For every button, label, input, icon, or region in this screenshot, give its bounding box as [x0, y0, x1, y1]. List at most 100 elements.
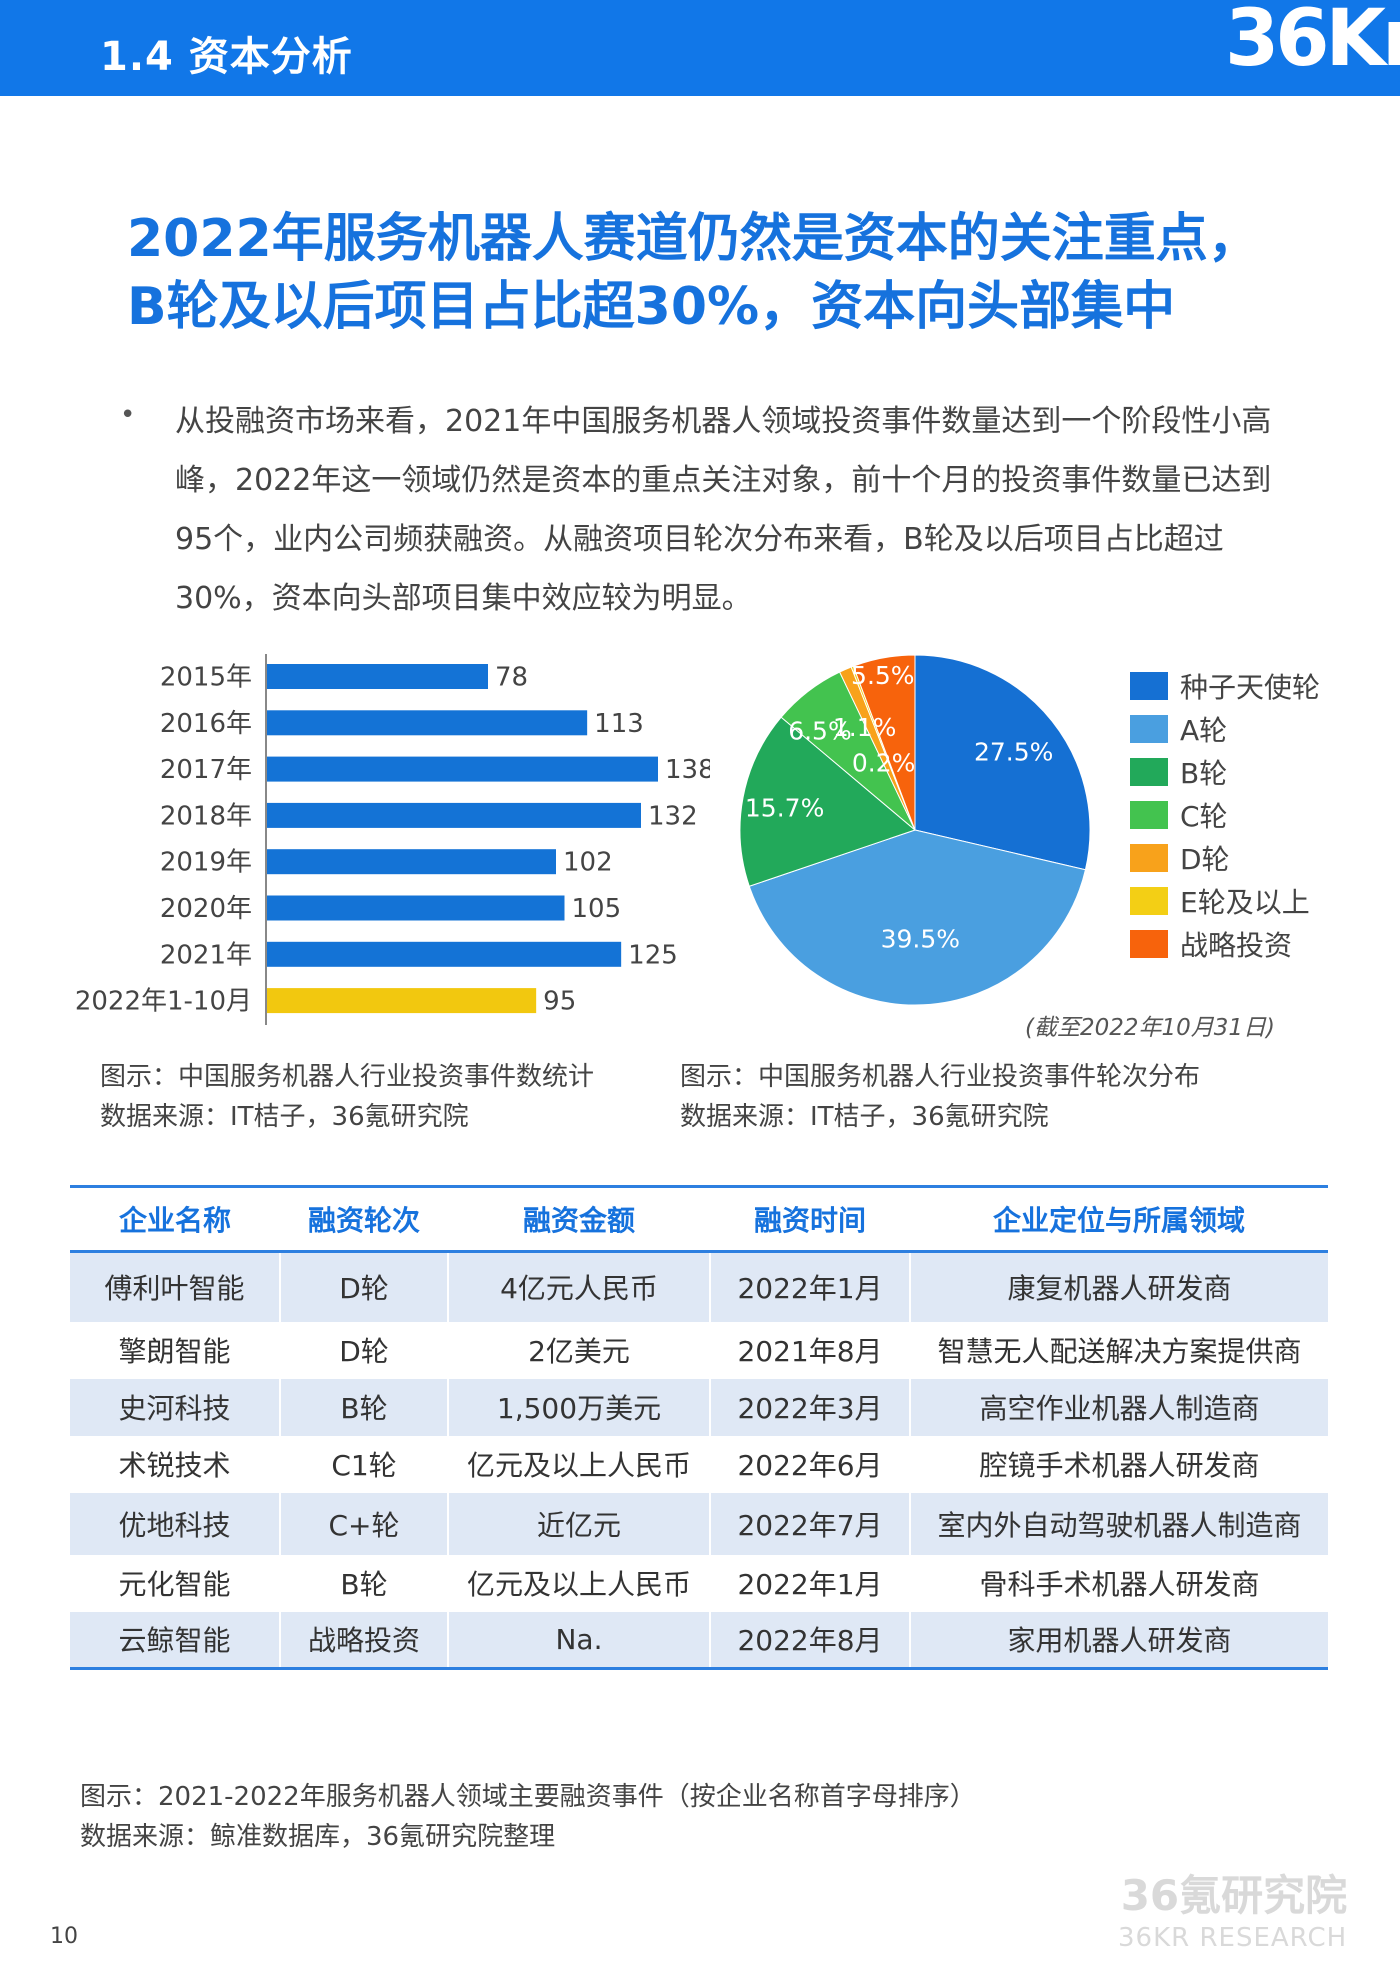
bar-category-label: 2019年 [160, 848, 252, 878]
pie-legend: 种子天使轮 A轮 B轮 C轮 D轮 E轮及以上战略投资 [1130, 664, 1320, 965]
table-cell-company: 术锐技术 [70, 1435, 281, 1493]
table-cell-amount: 4亿元人民币 [448, 1251, 711, 1322]
bar-category-label: 2018年 [160, 801, 252, 831]
table-cell-company: 史河科技 [70, 1378, 281, 1436]
headline-line-1: 2022年服务机器人赛道仍然是资本的关注重点， [127, 209, 1260, 269]
legend-swatch [1130, 886, 1168, 915]
table-cell-positioning: 家用机器人研发商 [910, 1611, 1328, 1670]
bar-chart-title: 图示：中国服务机器人行业投资事件数统计 [100, 1062, 595, 1092]
table-row: 元化智能 B轮 亿元及以上人民币 2022年1月 骨科手术机器人研发商 [70, 1554, 1328, 1612]
bar-value-label: 105 [572, 894, 622, 924]
pie-chart-date-note: (截至2022年10月31日) [1025, 1015, 1276, 1041]
table-cell-amount: Na. [448, 1611, 711, 1670]
legend-swatch [1130, 757, 1168, 786]
table-cell-amount: 1,500万美元 [448, 1378, 711, 1436]
legend-label: D轮 [1180, 842, 1230, 876]
table-caption: 图示：2021-2022年服务机器人领域主要融资事件（按企业名称首字母排序） 数… [80, 1777, 976, 1857]
table-cell-round: D轮 [280, 1251, 449, 1322]
footer-brand-en: 36KR RESEARCH [1118, 1923, 1348, 1953]
bar-value-label: 138 [665, 755, 710, 785]
bar [267, 756, 658, 782]
table-cell-positioning: 骨科手术机器人研发商 [979, 1568, 1260, 1601]
table-cell-company: 优地科技 [70, 1492, 281, 1555]
table-cell-positioning: 腔镜手术机器人研发商 [979, 1449, 1260, 1482]
table-cell-company: 元化智能 [70, 1554, 281, 1612]
bar-value-label: 102 [563, 848, 613, 878]
pie-chart-title: 图示：中国服务机器人行业投资事件轮次分布 [680, 1062, 1201, 1092]
table-cell-positioning: 康复机器人研发商 [910, 1251, 1328, 1322]
table-cell-amount: 近亿元 [448, 1492, 711, 1555]
table-cell-date: 2022年7月 [710, 1492, 911, 1555]
intro-paragraph: 从投融资市场来看，2021年中国服务机器人领域投资事件数量达到一个阶段性小高峰，… [175, 404, 1272, 616]
section-title: 1.4 资本分析 [100, 34, 353, 80]
legend-item: C轮 [1130, 793, 1320, 836]
bar-chart: 2015年 78 2016年 113 2017年 138 2018年 132 2019年 102 2… [75, 654, 710, 1025]
legend-label: 战略投资 [1180, 928, 1293, 962]
bullet-marker: • [120, 400, 136, 430]
legend-item: D轮 [1130, 836, 1320, 879]
pie-slice-label: 6.5% [788, 716, 852, 745]
bar-value-label: 125 [628, 940, 678, 970]
legend-label: 种子天使轮 [1180, 670, 1321, 704]
table-cell-round: D轮 [280, 1321, 449, 1379]
pie-slice [739, 716, 916, 887]
table-cell-amount: 亿元及以上人民币 [448, 1435, 711, 1493]
footer-brand: 36氪研究院 36KR RESEARCH [1118, 1870, 1347, 1954]
headline-line-2: B轮及以后项目占比超30%，资本向头部集中 [127, 277, 1176, 337]
table-header-row: 企业名称 融资轮次 融资金额 融资时间 企业定位与所属领域 [70, 1185, 1328, 1253]
bar-category-label: 2015年 [160, 663, 252, 693]
logo-text: 36Kr [1225, 0, 1400, 84]
page-number: 10 [50, 1924, 78, 1949]
legend-swatch [1130, 800, 1168, 829]
bar-category-label: 2016年 [160, 709, 252, 739]
legend-item: 战略投资 [1130, 922, 1320, 965]
table-cell-round: B轮 [280, 1554, 449, 1612]
header-round: 融资轮次 [280, 1185, 448, 1253]
table-cell-round: B轮 [280, 1378, 449, 1436]
bar-category-label: 2021年 [160, 940, 252, 970]
legend-swatch [1130, 929, 1168, 958]
headline: 2022年服务机器人赛道仍然是资本的关注重点， B轮及以后项目占比超30%，资本… [127, 205, 1367, 341]
financing-table: 企业名称 融资轮次 融资金额 融资时间 企业定位与所属领域 傅利叶智能 D轮 4亿元… [70, 1185, 1328, 1670]
pie-slice [852, 654, 916, 831]
table-cell-company: 云鲸智能 [70, 1611, 281, 1670]
table-row: 史河科技 B轮 1,500万美元 2022年3月 高空作业机器人制造商 [70, 1378, 1328, 1436]
bar-value-label: 132 [648, 801, 698, 831]
table-cell-amount: 亿元及以上人民币 [448, 1554, 711, 1612]
pie-slice-label: 1.1% [833, 713, 897, 742]
legend-label: A轮 [1180, 713, 1228, 747]
legend-item: E轮及以上 [1130, 879, 1320, 922]
table-row: 傅利叶智能 D轮 4亿元人民币 2022年1月 康复机器人研发商 [70, 1251, 1328, 1322]
bar-chart-caption: 图示：中国服务机器人行业投资事件数统计 数据来源：IT桔子，36氪研究院 [100, 1057, 594, 1137]
table-cell-company: 傅利叶智能 [70, 1251, 281, 1322]
pie-slice [748, 829, 1087, 1006]
brand-logo: 36Kr [1225, 0, 1400, 96]
table-row: 云鲸智能 战略投资 Na. 2022年8月 家用机器人研发商 [70, 1611, 1328, 1670]
bar [267, 941, 622, 967]
pie-chart-caption: 图示：中国服务机器人行业投资事件轮次分布 数据来源：IT桔子，36氪研究院 [680, 1057, 1200, 1137]
bar-value-label: 78 [495, 663, 528, 693]
table-cell-date: 2022年1月 [710, 1251, 911, 1322]
bar [267, 710, 588, 736]
bar-category-label: 2020年 [160, 894, 252, 924]
legend-item: A轮 [1130, 707, 1320, 750]
bar [267, 849, 556, 875]
bar [267, 664, 488, 689]
bar [267, 988, 537, 1014]
bar-value-label: 113 [594, 709, 644, 739]
pie-slice-label: 0.2% [852, 748, 916, 777]
pie-slice-label: 5.5% [851, 661, 915, 690]
bar [267, 802, 641, 828]
bar [267, 895, 565, 921]
table-cell-amount: 2亿美元 [448, 1321, 711, 1379]
table-cell-date: 2022年8月 [710, 1611, 911, 1670]
legend-item: B轮 [1130, 750, 1320, 793]
legend-label: E轮及以上 [1180, 885, 1310, 919]
legend-swatch [1130, 843, 1168, 872]
table-cell-positioning: 高空作业机器人制造商 [910, 1378, 1328, 1436]
table-cell-company: 擎朗智能 [70, 1321, 281, 1379]
table-cell-positioning: 智慧无人配送解决方案提供商 [937, 1335, 1302, 1368]
pie-slice-label: 27.5% [974, 738, 1053, 767]
table-row: 擎朗智能 D轮 2亿美元 2021年8月 智慧无人配送解决方案提供商 [70, 1321, 1328, 1379]
table-row: 术锐技术 C1轮 亿元及以上人民币 2022年6月 腔镜手术机器人研发商 [70, 1435, 1328, 1493]
